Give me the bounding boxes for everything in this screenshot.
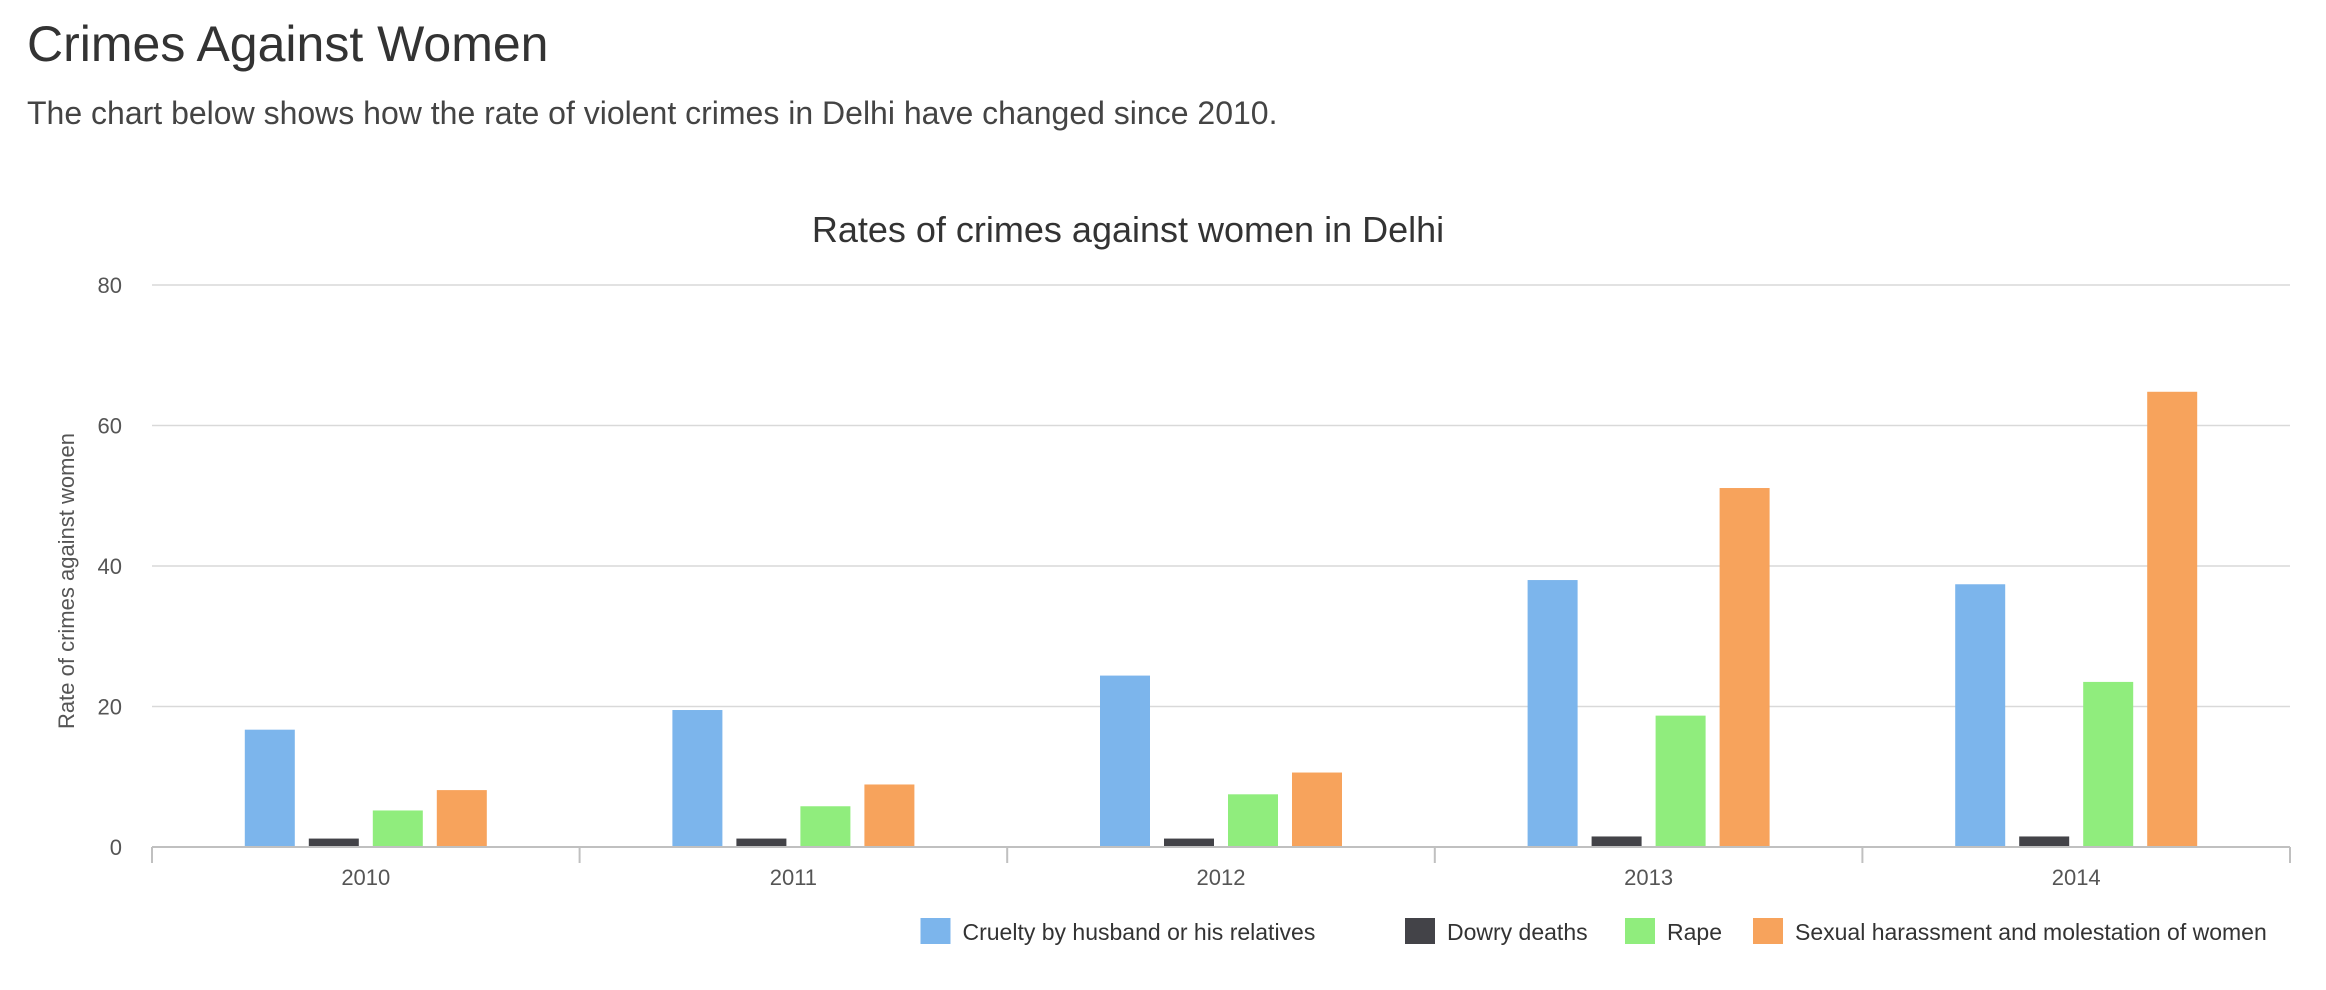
gridlines — [152, 284, 2290, 708]
bars — [244, 391, 2198, 847]
bar[interactable] — [2083, 681, 2134, 847]
x-tick-label: 2010 — [341, 865, 390, 890]
bar[interactable] — [1527, 580, 1578, 847]
legend: Cruelty by husband or his relatives Dowry… — [920, 918, 2267, 945]
chart-title: Rates of crimes against women in Delhi — [812, 209, 1444, 250]
bar[interactable] — [1164, 838, 1214, 847]
bar[interactable] — [1719, 488, 1770, 847]
x-axis: 2010 2011 2012 2013 2014 — [151, 846, 2291, 890]
x-tick-label: 2012 — [1197, 865, 1246, 890]
bar[interactable] — [1228, 794, 1278, 847]
y-tick-label: 80 — [98, 273, 122, 298]
page-title: Crimes Against Women — [27, 16, 549, 72]
y-tick-label: 0 — [110, 835, 122, 860]
legend-label[interactable]: Dowry deaths — [1447, 919, 1588, 945]
bar[interactable] — [672, 710, 723, 847]
y-tick-label: 60 — [98, 414, 122, 439]
legend-label[interactable]: Sexual harassment and molestation of wom… — [1795, 919, 2267, 945]
legend-swatch — [1753, 918, 1783, 944]
legend-swatch — [1625, 918, 1655, 944]
y-axis-ticks: 0 20 40 60 80 — [98, 273, 122, 860]
bar[interactable] — [308, 838, 359, 847]
x-tick-label: 2011 — [770, 865, 817, 890]
x-tick-label: 2014 — [2052, 865, 2101, 890]
bar[interactable] — [436, 790, 487, 847]
y-tick-label: 40 — [98, 554, 122, 579]
legend-swatch — [1405, 918, 1435, 944]
legend-swatch — [920, 918, 951, 944]
bar-chart: Rates of crimes against women in Delhi R… — [54, 209, 2291, 945]
bar[interactable] — [372, 810, 423, 847]
bar[interactable] — [2019, 836, 2070, 847]
legend-label[interactable]: Rape — [1667, 919, 1722, 945]
bar[interactable] — [1655, 715, 1706, 847]
page-subtitle: The chart below shows how the rate of vi… — [27, 95, 1278, 131]
y-axis-label: Rate of crimes against women — [54, 433, 79, 729]
bar[interactable] — [1100, 675, 1150, 847]
x-tick-label: 2013 — [1624, 865, 1673, 890]
bar[interactable] — [2147, 391, 2198, 847]
bar[interactable] — [1955, 584, 2006, 847]
bar[interactable] — [864, 784, 915, 847]
bar[interactable] — [736, 838, 787, 847]
legend-label[interactable]: Cruelty by husband or his relatives — [963, 919, 1316, 945]
bar[interactable] — [800, 806, 851, 847]
bar[interactable] — [1591, 836, 1642, 847]
bar[interactable] — [244, 729, 295, 847]
bar[interactable] — [1292, 772, 1342, 847]
y-tick-label: 20 — [98, 695, 122, 720]
